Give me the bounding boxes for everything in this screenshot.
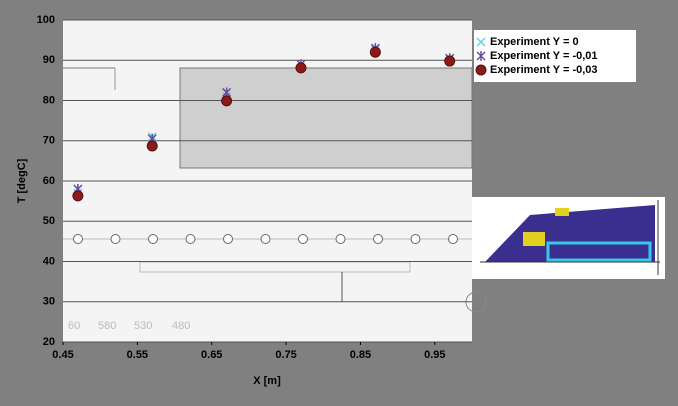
point (73, 191, 83, 201)
scan-circle (336, 235, 345, 244)
x-tick-label: 0.75 (275, 349, 296, 361)
legend-label: Experiment Y = -0,01 (490, 50, 598, 62)
x-tick-label: 0.55 (127, 349, 148, 361)
x-tick-label: 0.95 (424, 349, 445, 361)
scan-label: 530 (134, 320, 152, 332)
y-tick-label: 20 (43, 336, 55, 348)
legend-marker (476, 65, 486, 75)
y-tick-label: 100 (37, 14, 55, 26)
scan-label: 580 (98, 320, 116, 332)
scan-label: 60 (68, 320, 80, 332)
point (147, 141, 157, 151)
scan-label: 480 (172, 320, 190, 332)
point (370, 47, 380, 57)
scan-circle (186, 235, 195, 244)
scan-circle (449, 235, 458, 244)
x-tick-label: 0.65 (201, 349, 222, 361)
scan-shade (180, 68, 472, 168)
scan-circle (224, 235, 233, 244)
y-tick-label: 60 (43, 175, 55, 187)
scan-circle (149, 235, 158, 244)
y-tick-label: 30 (43, 296, 55, 308)
legend-label: Experiment Y = -0,03 (490, 64, 598, 76)
x-tick-label: 0.85 (350, 349, 371, 361)
y-tick-label: 50 (43, 215, 55, 227)
scan-circle (411, 235, 420, 244)
point (222, 96, 232, 106)
scan-circle (261, 235, 270, 244)
legend-label: Experiment Y = 0 (490, 36, 579, 48)
y-tick-label: 70 (43, 135, 55, 147)
chart: 60 580 530 480 X [m] T [degC] 20 30 40 50 60… (0, 0, 678, 401)
x-axis-title: X [m] (253, 375, 281, 387)
y-axis-title: T [degC] (16, 158, 28, 203)
scan-circle (111, 235, 120, 244)
y-tick-label: 90 (43, 54, 55, 66)
scan-circle (374, 235, 383, 244)
scan-circle (299, 235, 308, 244)
train-inset (472, 197, 665, 279)
y-tick-label: 80 (43, 94, 55, 106)
y-tick-label: 40 (43, 255, 55, 267)
x-tick-label: 0.45 (52, 349, 73, 361)
point (296, 63, 306, 73)
point (445, 56, 455, 66)
scan-circle (74, 235, 83, 244)
